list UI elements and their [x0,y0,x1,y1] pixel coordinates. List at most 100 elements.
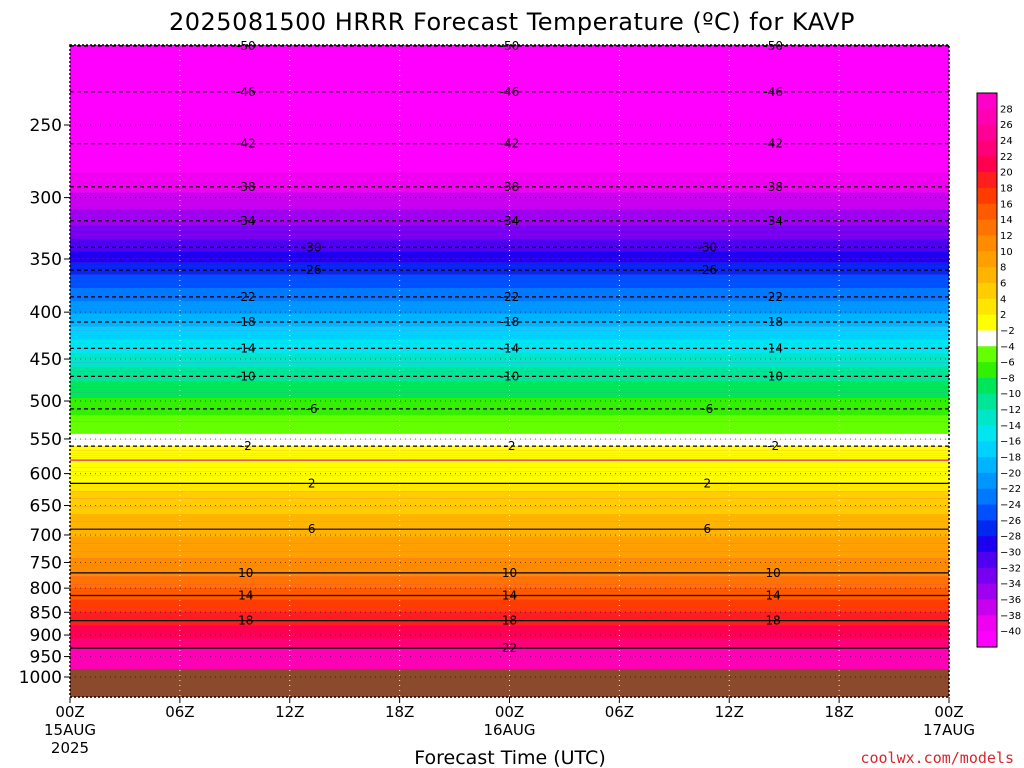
colorbar-label: −2 [1000,326,1015,337]
isotherm-label: 6 [703,522,711,536]
isotherm-label: 10 [766,566,781,580]
x-tick-date: 17AUG [923,721,975,739]
x-tick-label: 00Z [55,703,84,721]
colorbar-swatch [977,567,997,585]
x-tick-year: 2025 [51,739,89,757]
isotherm-label: -34 [500,214,520,228]
colorbar-label: 18 [1000,184,1013,195]
temperature-band [70,91,949,101]
temperature-band [70,330,949,336]
isotherm-label: 14 [766,589,781,603]
colorbar-swatch [977,425,997,442]
grid [70,45,949,697]
temperature-band [70,408,949,416]
temperature-band [70,84,949,92]
temperature-band [70,266,949,271]
colorbar-label: −4 [1000,342,1015,353]
y-tick-label: 250 [30,116,62,136]
colorbar-label: −24 [1000,500,1021,511]
colorbar-label: 26 [1000,120,1013,131]
isotherm-label: 10 [502,566,517,580]
x-tick-label: 12Z [715,703,744,721]
colorbar-swatch [977,504,997,521]
y-tick-label: 700 [30,526,62,546]
colorbar-swatch [977,140,997,157]
colorbar-swatch [977,362,997,379]
x-tick-label: 06Z [165,703,194,721]
ground-below-surface [70,668,949,697]
plot-area: -50 -50 -50 -46 -46 -46 -42 -42 -42 -38 -38 -38 -34 -… [70,39,949,697]
isotherm-label: -42 [763,137,783,151]
temperature-band [70,251,949,255]
isotherm-label: -10 [236,369,256,383]
isotherm-label: -26 [697,263,717,277]
colorbar-swatch [977,267,997,284]
temperature-band [70,580,949,585]
colorbar-label: 8 [1000,263,1006,274]
temperature-band [70,576,949,581]
colorbar-label: 12 [1000,231,1013,242]
isotherm-label: 2 [703,476,711,490]
colorbar-label: 14 [1000,215,1013,226]
isotherm-label: -14 [763,341,783,355]
temperature-band [70,215,949,221]
colorbar-label: −10 [1000,389,1021,400]
temperature-band [70,491,949,499]
y-tick-label: 900 [30,626,62,646]
colorbar-label: −14 [1000,421,1021,432]
temperature-band [70,453,949,456]
colorbar-swatch [977,282,997,300]
colorbar-label: −28 [1000,532,1021,543]
temperature-band [70,584,949,588]
isotherm-label: -38 [236,180,256,194]
x-tick-date: 15AUG [44,721,96,739]
isotherm-label: -42 [500,137,520,151]
isotherm-label: -18 [763,315,783,329]
isotherm-label: 10 [238,566,253,580]
isotherm-label: 18 [238,614,253,628]
temperature-band [70,220,949,226]
temperature-band [70,483,949,492]
isotherm-label: -46 [236,85,256,99]
isotherm-label: -22 [236,290,256,304]
isotherm-label: -14 [500,341,520,355]
temperature-band [70,439,949,447]
y-tick-label: 850 [30,603,62,623]
colorbar-label: −6 [1000,358,1015,369]
temperature-band [70,565,949,573]
y-tick-label: 450 [30,350,62,370]
y-tick-label: 400 [30,303,62,323]
temperature-band [70,529,949,537]
isotherm-label: -50 [763,39,783,53]
temperature-band [70,225,949,230]
credit-link[interactable]: coolwx.com/models [860,749,1014,767]
isotherm-label: -2 [240,439,252,453]
x-tick-label: 06Z [605,703,634,721]
isotherm-label: -50 [500,39,520,53]
colorbar-swatch [977,583,997,601]
colorbar-label: −30 [1000,548,1021,559]
colorbar-swatch [977,552,997,569]
temperature-band [70,558,949,566]
isotherm-label: 14 [502,589,517,603]
plot-frame [69,44,950,698]
colorbar-swatch [977,219,997,237]
colorbar-label: −18 [1000,453,1021,464]
y-tick-label: 350 [30,250,62,270]
colorbar: 28 26 24 22 20 18 16 14 12 10 8 6 4 2 −2 −4 −6 −8 −10 −12 −1… [976,92,1021,648]
x-tick-date: 16AUG [484,721,536,739]
colorbar-swatch [977,520,997,537]
temperature-band [70,46,949,54]
temperature-band [70,335,949,340]
colorbar-label: 20 [1000,168,1013,179]
colorbar-swatch [977,93,997,110]
temperature-band [70,551,949,559]
isotherm-label: -6 [701,402,713,416]
temperature-band [70,326,949,331]
colorbar-swatch [977,393,997,411]
temperature-band [70,234,949,239]
temperature-band [70,475,949,480]
isotherm-label: -38 [763,180,783,194]
temperature-band [70,620,949,626]
